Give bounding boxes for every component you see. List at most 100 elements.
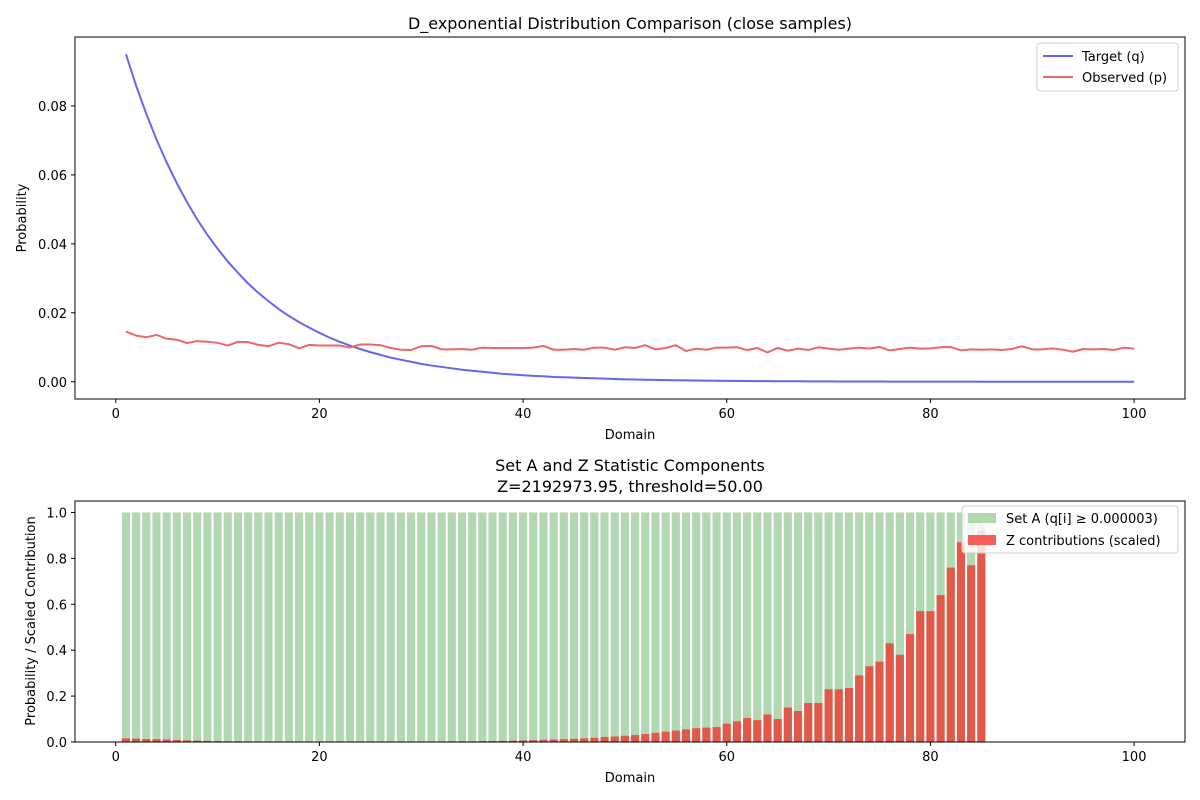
set-a-bar [763,512,772,742]
set-a-bar [284,512,293,742]
set-a-bar [661,512,670,742]
set-a-bar [447,512,456,742]
z-contribution-bar [844,688,854,742]
z-contribution-bar [692,728,701,742]
z-contribution-bar [712,727,721,742]
set-a-bar [539,512,548,742]
set-a-bar [590,512,599,742]
set-a-bar [325,512,334,742]
z-contribution-bar [885,643,894,742]
set-a-bar [773,512,782,742]
set-a-bar [712,512,721,742]
bottom-legend-box [961,505,1179,554]
legend-label-observed: Observed (p) [1082,71,1167,86]
z-contribution-bar [967,565,976,742]
z-contribution-bar [926,611,935,742]
set-a-bar [498,512,507,742]
z-contribution-bar [651,732,660,742]
z-contribution-bar [519,740,528,742]
bottom-y-tick-label: 1.0 [46,506,67,521]
z-contribution-bar [916,611,925,742]
set-a-bar [457,512,467,742]
set-a-bar [508,512,517,742]
set-a-bar [783,512,792,742]
top-axes-frame [74,36,1186,400]
bottom-x-tick-label: 20 [311,750,328,765]
z-contribution-bar [600,736,609,742]
set-a-bar [386,512,395,742]
top-x-tick-label: 20 [311,407,328,422]
bottom-plot-area [121,512,986,742]
set-a-bar [753,512,762,742]
set-a-bar [274,512,283,742]
z-contribution-bar [172,739,181,742]
legend-swatch-z-contributions [968,535,996,545]
set-a-bar [569,512,579,742]
z-contribution-bar [793,711,803,742]
set-a-bar [132,512,141,742]
set-a-bar [294,512,304,742]
top-x-tick-label: 100 [1122,407,1147,422]
set-a-bar [905,512,915,742]
top-x-axis-label: Domain [605,428,655,443]
set-a-bar [895,512,904,742]
top-x-tick-label: 40 [515,407,532,422]
set-a-bar [885,512,894,742]
set-a-bar [529,512,538,742]
set-a-bar [254,512,263,742]
set-a-bar [875,512,884,742]
set-a-bar [203,512,212,742]
z-contribution-bar [956,542,966,742]
legend-label-set-a: Set A (q[i] ≥ 0.000003) [1006,512,1158,527]
set-a-bar [213,512,222,742]
set-a-bar [844,512,854,742]
z-contribution-bar [824,689,833,742]
series-line-target [124,53,1135,383]
z-contribution-bar [132,738,141,742]
top-chart-title: D_exponential Distribution Comparison (c… [408,14,852,34]
set-a-z-statistic-chart: Set A and Z Statistic Components Z=21929… [24,456,1186,786]
top-x-tick-label: 0 [112,407,120,422]
z-contribution-bar [865,666,874,742]
set-a-bar [376,512,385,742]
bottom-chart-title: Set A and Z Statistic Components [495,456,765,475]
z-contribution-bar [162,739,171,742]
set-a-bar [478,512,487,742]
z-contribution-bar [559,739,568,742]
z-contribution-bar [121,738,130,742]
set-a-bar [182,512,192,742]
set-a-bar [732,512,741,742]
z-contribution-bar [610,736,619,742]
z-contribution-bar [661,731,670,742]
z-contribution-bar [773,719,782,742]
set-a-bar [549,512,558,742]
set-a-bar [824,512,833,742]
set-a-bar [651,512,660,742]
z-contribution-bar [203,740,212,742]
set-a-bar [855,512,864,742]
bottom-y-ticks: 0.0 0.2 0.4 0.6 0.8 1.0 [46,506,75,751]
bottom-x-ticks: 0 20 40 60 80 100 [112,742,1146,765]
top-y-tick-label: 0.00 [38,376,67,391]
set-a-bar [600,512,609,742]
set-a-bar [610,512,619,742]
set-a-bar [488,512,497,742]
z-contribution-bar [834,689,843,742]
set-a-bar [396,512,405,742]
z-contribution-bar [763,714,772,742]
top-y-tick-label: 0.08 [38,100,67,115]
z-contribution-bar [753,720,762,742]
z-contribution-bar [620,735,629,742]
z-contribution-bar [193,740,202,742]
set-a-bar [865,512,874,742]
set-a-bar [437,512,446,742]
set-a-bar [264,512,273,742]
z-contribution-bar [905,634,915,742]
z-contribution-bar [875,661,884,742]
set-a-bar [406,512,416,742]
z-contribution-bar [722,723,731,742]
z-contribution-bar [743,717,752,742]
set-a-bar [620,512,629,742]
z-contribution-bar [142,739,151,742]
set-a-bar [356,512,365,742]
